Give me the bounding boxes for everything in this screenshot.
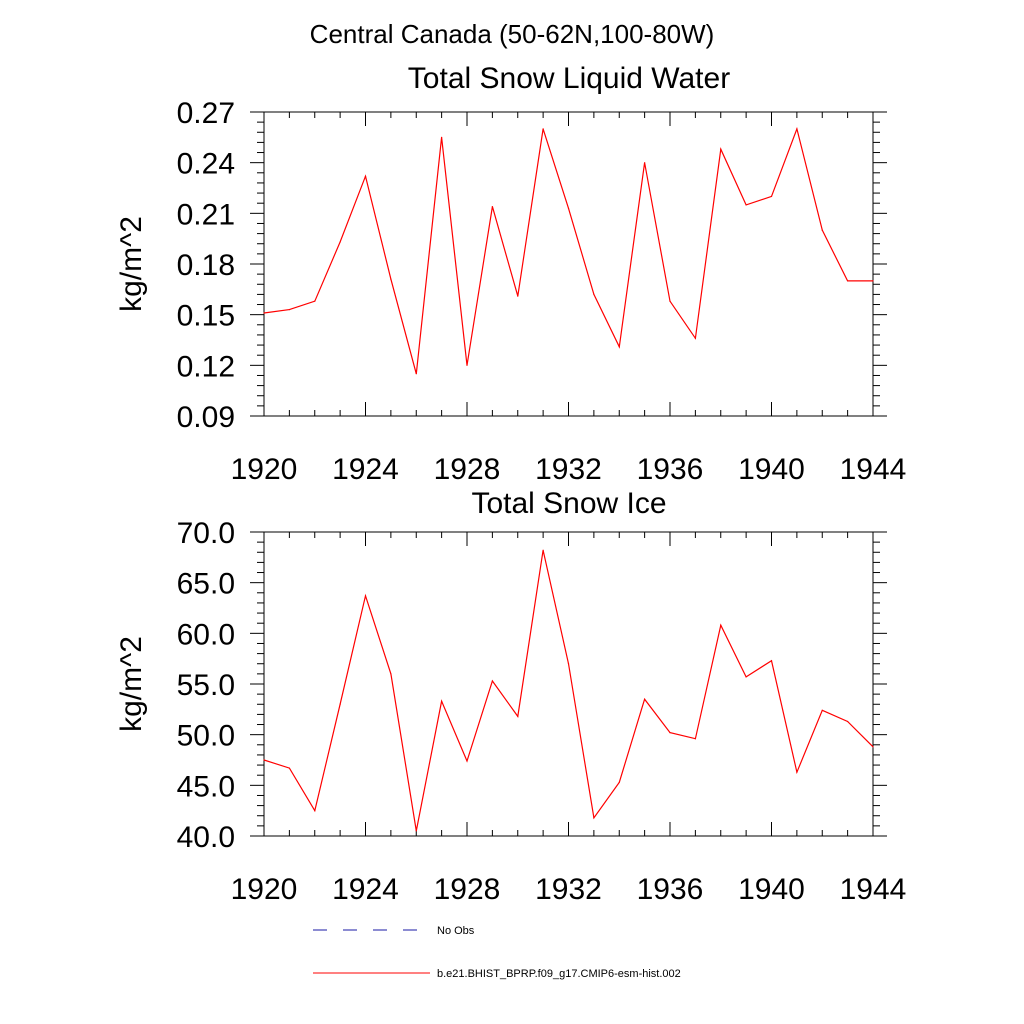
data-point bbox=[364, 175, 367, 177]
y-tick-label: 0.27 bbox=[177, 97, 235, 130]
x-tick-label: 1924 bbox=[332, 873, 399, 906]
legend-label: b.e21.BHIST_BPRP.f09_g17.CMIP6-esm-hist.… bbox=[437, 968, 681, 980]
data-point bbox=[593, 817, 595, 819]
data-point bbox=[847, 720, 849, 723]
data-point bbox=[567, 207, 570, 209]
series-line bbox=[263, 126, 873, 374]
data-point bbox=[770, 660, 773, 662]
y-tick-label: 0.12 bbox=[177, 350, 235, 383]
data-point bbox=[263, 312, 265, 314]
x-tick-label: 1936 bbox=[637, 453, 704, 486]
data-point bbox=[288, 309, 290, 311]
data-point bbox=[872, 746, 874, 748]
y-tick-label: 65.0 bbox=[177, 568, 235, 601]
data-point bbox=[720, 624, 722, 626]
data-point bbox=[694, 337, 696, 339]
data-point bbox=[491, 205, 493, 208]
data-point bbox=[821, 709, 823, 711]
data-point bbox=[872, 280, 874, 282]
data-point bbox=[263, 759, 265, 761]
y-axis-label: kg/m^2 bbox=[115, 216, 148, 312]
x-tick-label: 1944 bbox=[840, 873, 907, 906]
data-point bbox=[745, 204, 747, 206]
data-point bbox=[770, 195, 773, 198]
y-axis-label: kg/m^2 bbox=[115, 636, 148, 732]
data-point bbox=[669, 732, 671, 734]
x-tick-label: 1932 bbox=[535, 453, 602, 486]
y-tick-label: 0.24 bbox=[177, 148, 235, 181]
x-tick-label: 1940 bbox=[738, 453, 805, 486]
x-tick-label: 1932 bbox=[535, 873, 602, 906]
data-point bbox=[821, 229, 823, 231]
data-point bbox=[796, 128, 798, 130]
data-point bbox=[466, 760, 468, 762]
y-tick-label: 0.18 bbox=[177, 249, 235, 282]
chart-snow-ice: Total Snow Ice kg/m^2 1920 1924 1928 1932 19… bbox=[115, 487, 906, 906]
data-point bbox=[441, 700, 443, 702]
data-point bbox=[720, 148, 722, 150]
data-point bbox=[364, 595, 367, 597]
x-tick-label: 1928 bbox=[434, 873, 501, 906]
y-tick-label: 70.0 bbox=[177, 517, 235, 550]
data-point bbox=[593, 293, 595, 295]
y-tick-label: 0.21 bbox=[177, 198, 235, 231]
chart-title: Total Snow Liquid Water bbox=[408, 62, 730, 95]
y-tick-label: 60.0 bbox=[177, 618, 235, 651]
x-tick-label: 1920 bbox=[231, 453, 298, 486]
data-point bbox=[339, 703, 341, 705]
data-point bbox=[288, 767, 290, 769]
data-point bbox=[796, 771, 798, 773]
x-tick-label: 1924 bbox=[332, 453, 399, 486]
x-tick-label: 1920 bbox=[231, 873, 298, 906]
data-point bbox=[542, 128, 544, 130]
data-point bbox=[669, 300, 671, 302]
plot-frame bbox=[263, 111, 874, 417]
data-point bbox=[441, 136, 443, 138]
y-tick-label: 40.0 bbox=[177, 821, 235, 854]
page-title: Central Canada (50-62N,100-80W) bbox=[310, 19, 715, 49]
data-point bbox=[491, 680, 493, 682]
y-tick-label: 0.15 bbox=[177, 300, 235, 333]
data-point bbox=[517, 295, 519, 297]
data-point bbox=[618, 781, 620, 783]
data-point bbox=[415, 373, 417, 375]
data-point bbox=[694, 738, 696, 740]
data-point bbox=[745, 676, 747, 678]
data-point bbox=[390, 278, 392, 280]
y-tick-label: 50.0 bbox=[177, 720, 235, 753]
legend: No Obs b.e21.BHIST_BPRP.f09_g17.CMIP6-es… bbox=[313, 925, 681, 980]
legend-label: No Obs bbox=[437, 925, 475, 937]
data-point bbox=[314, 810, 316, 812]
x-tick-label: 1928 bbox=[434, 453, 501, 486]
chart-snow-liquid-water: Total Snow Liquid Water kg/m^2 1920 1924 1… bbox=[115, 62, 906, 486]
data-point bbox=[517, 715, 519, 718]
data-point bbox=[339, 241, 341, 243]
data-point bbox=[644, 162, 646, 164]
y-tick-label: 0.09 bbox=[177, 401, 235, 434]
data-point bbox=[644, 698, 646, 700]
series-line bbox=[263, 550, 874, 832]
data-point bbox=[390, 673, 392, 675]
data-point bbox=[415, 830, 417, 832]
x-tick-label: 1940 bbox=[738, 873, 805, 906]
data-point bbox=[314, 300, 316, 302]
y-tick-label: 45.0 bbox=[177, 770, 235, 803]
chart-title: Total Snow Ice bbox=[471, 487, 666, 520]
plot-frame bbox=[263, 531, 874, 837]
y-tick-label: 55.0 bbox=[177, 669, 235, 702]
data-point bbox=[847, 280, 849, 282]
data-point bbox=[542, 549, 544, 551]
data-point bbox=[466, 364, 468, 366]
x-tick-label: 1936 bbox=[637, 873, 704, 906]
data-point bbox=[618, 346, 620, 348]
data-point bbox=[567, 663, 570, 665]
x-tick-label: 1944 bbox=[840, 453, 907, 486]
